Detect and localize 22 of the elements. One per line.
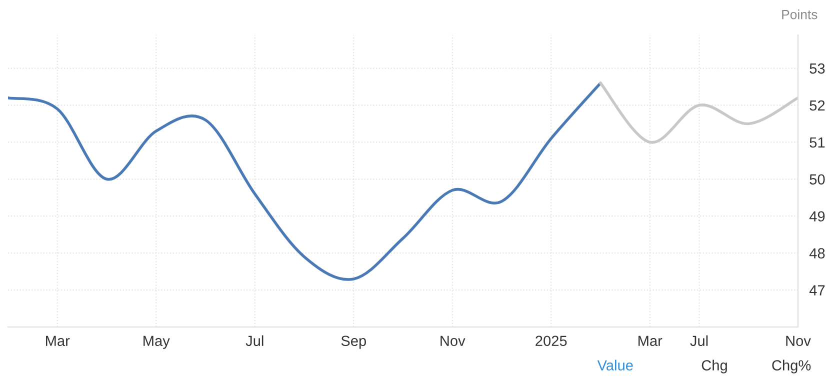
x-tick-label: Nov (786, 336, 811, 346)
x-tick-label: Nov (440, 336, 466, 346)
text: Chg% (772, 360, 811, 374)
x-tick-label: Jul (690, 335, 708, 346)
y-tick-label: 52 (810, 100, 825, 111)
x-tick-label: Mar (638, 336, 662, 346)
x-tick-label: Jul (246, 335, 264, 346)
y-axis-title: Points (782, 10, 818, 20)
x-tick-label: Mar (46, 336, 70, 346)
line-series (599, 82, 798, 144)
y-tick-label: 53 (810, 63, 825, 74)
x-tick-label: Sep (341, 336, 366, 349)
y-tick-label: 50 (810, 174, 825, 185)
text: Value (597, 360, 633, 370)
x-tick-label: May (144, 336, 170, 349)
y-tick-label: 51 (810, 137, 825, 148)
line-series (8, 82, 602, 281)
text: Chg (702, 360, 727, 374)
y-tick-label: 47 (809, 285, 825, 296)
y-tick-label: 49 (809, 211, 825, 222)
y-tick-label: 48 (809, 248, 825, 259)
x-tick-label: 2025 (536, 336, 567, 346)
